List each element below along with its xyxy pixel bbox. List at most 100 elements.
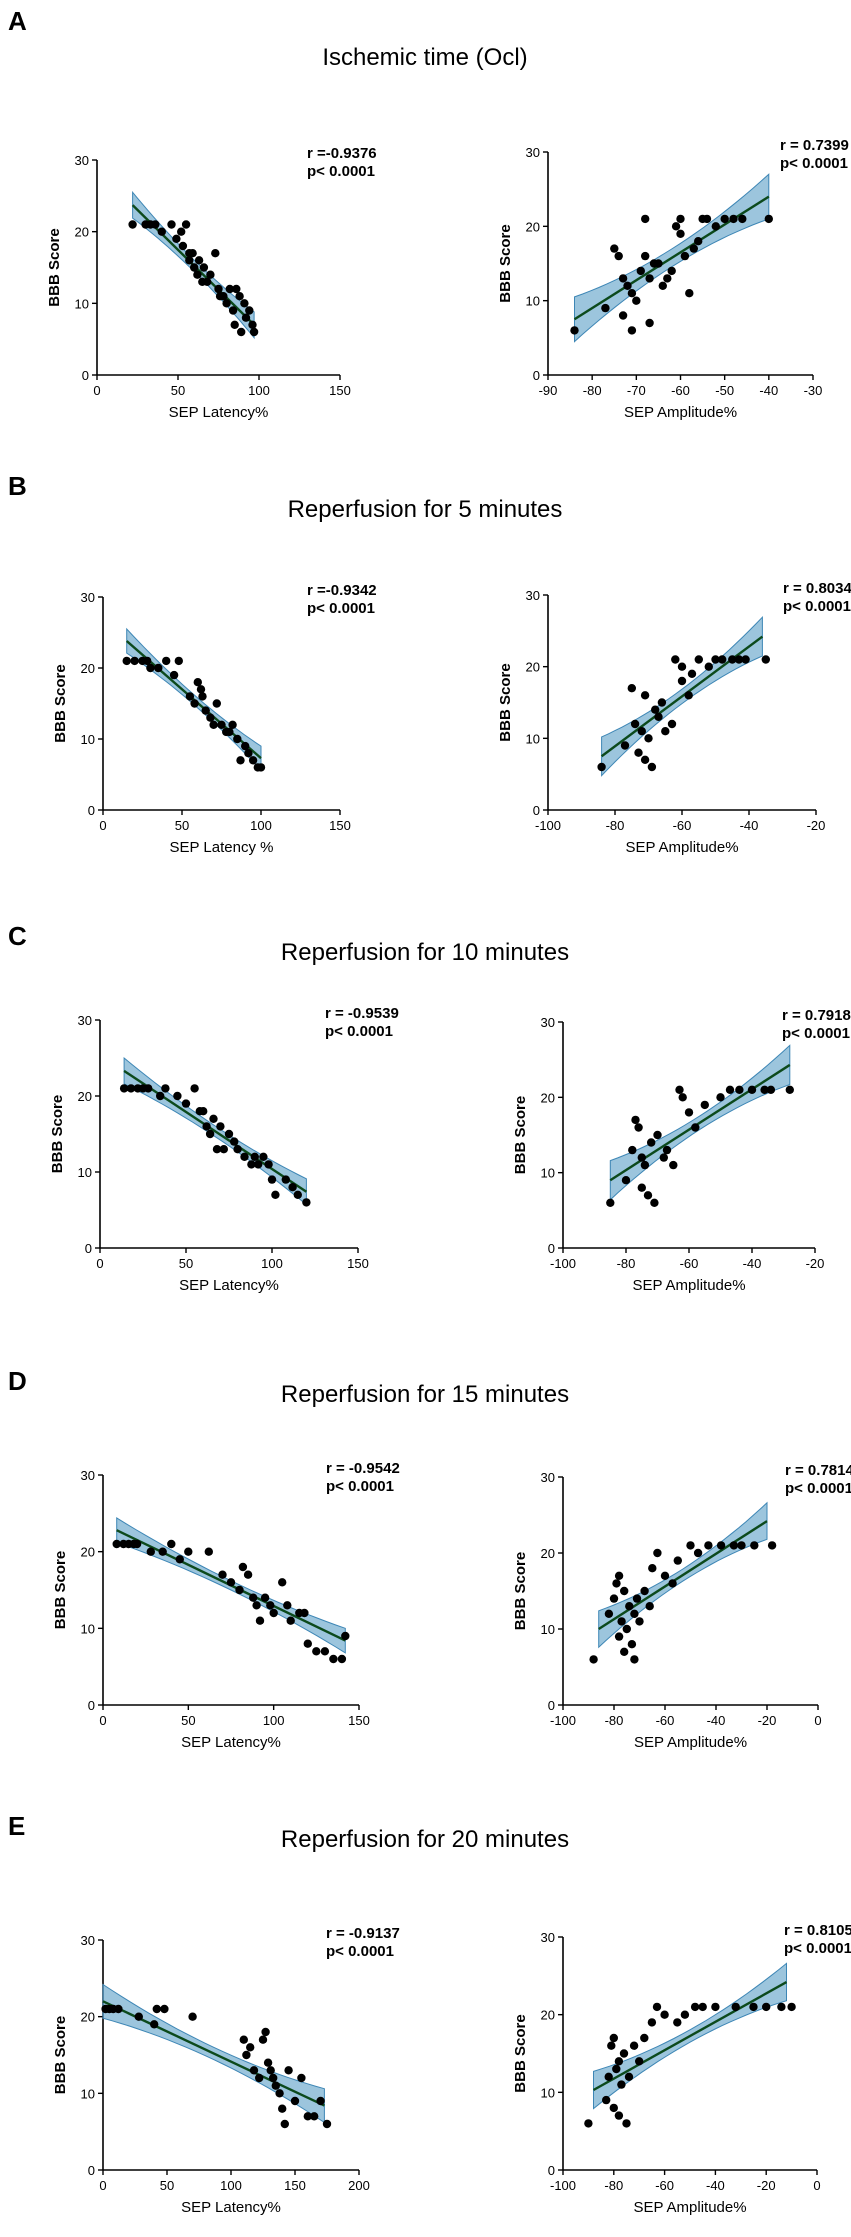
data-point [236, 756, 245, 765]
data-point [248, 320, 257, 329]
data-point [589, 1655, 598, 1664]
data-point [678, 1093, 687, 1102]
x-tick-label: 50 [179, 1256, 193, 1271]
y-axis-label: BBB Score [52, 2016, 69, 2094]
panel-title: Ischemic time (Ocl) [322, 44, 527, 71]
data-point [711, 2002, 720, 2012]
data-point [612, 1579, 621, 1588]
data-point [669, 1160, 678, 1170]
data-point [190, 263, 199, 272]
data-point [175, 1555, 184, 1564]
data-point [668, 1579, 677, 1588]
data-point [134, 2012, 143, 2021]
panel-title: Reperfusion for 5 minutes [288, 496, 563, 523]
stat-r-value: r =-0.9342 [307, 582, 377, 599]
panel-letter: D [8, 1366, 27, 1396]
data-point [302, 1198, 311, 1207]
y-tick-label: 10 [81, 2086, 95, 2101]
data-point [662, 1145, 672, 1155]
data-point [734, 655, 744, 664]
data-point [154, 663, 163, 673]
data-point [677, 662, 687, 671]
y-tick-label: 30 [81, 590, 95, 605]
x-axis-label: SEP Latency% [181, 1734, 281, 1751]
scatter-plot-amplitude: 0 10 20 30 -100 -80 -60 -40 -20 0 SEP Amplitude% BB… [512, 1922, 851, 2216]
x-tick-label: -20 [807, 818, 826, 833]
scatter-plot-latency: 0 10 20 30 0 50 100 150 SEP Latency% BBB Score r =… [49, 1005, 399, 1294]
x-axis-label: SEP Latency% [179, 1277, 279, 1294]
stat-p-value: p< 0.0001 [783, 598, 851, 615]
stat-p-value: p< 0.0001 [782, 1025, 850, 1042]
data-point [341, 1631, 350, 1641]
y-axis-label: BBB Score [497, 224, 514, 302]
stat-r-value: r =-0.9376 [307, 145, 377, 162]
stat-p-value: p< 0.0001 [307, 600, 375, 617]
data-point [711, 222, 720, 231]
y-tick-label: 30 [81, 1933, 95, 1948]
scatter-plot-latency: 0 10 20 30 0 50 100 150 SEP Latency% BBB Score r =… [46, 145, 377, 421]
data-point [194, 256, 204, 265]
data-point [249, 1593, 258, 1602]
data-point [238, 1562, 248, 1572]
data-point [230, 320, 239, 329]
data-point [128, 220, 137, 229]
data-point [275, 2089, 284, 2098]
data-point [169, 670, 179, 680]
data-point [767, 1541, 777, 1550]
y-tick-label: 20 [541, 1546, 555, 1561]
x-tick-label: 0 [93, 383, 100, 398]
data-point [637, 1153, 646, 1162]
data-point [760, 1085, 769, 1095]
x-axis-label: SEP Latency% [181, 2199, 281, 2216]
x-tick-label: -40 [759, 383, 778, 398]
data-point [151, 220, 160, 229]
y-axis-label: BBB Score [512, 1096, 529, 1174]
data-point [173, 1091, 182, 1101]
x-tick-label: -30 [804, 383, 823, 398]
data-point [143, 656, 152, 666]
data-point [622, 1624, 631, 1634]
data-point [181, 220, 191, 229]
data-point [629, 2041, 639, 2050]
panel-title: Reperfusion for 20 minutes [281, 1826, 569, 1853]
scatter-plot-latency: 0 10 20 30 0 50 100 150 200 SEP Latency% BBB Score… [52, 1925, 400, 2216]
data-point [690, 2002, 700, 2012]
data-point [640, 2033, 649, 2043]
data-point [749, 2002, 758, 2012]
x-tick-label: 50 [175, 818, 189, 833]
x-tick-label: 50 [181, 1713, 195, 1728]
x-axis-label: SEP Latency% [169, 404, 269, 421]
x-tick-label: 200 [348, 2178, 370, 2193]
data-point [167, 220, 176, 229]
y-axis-label: BBB Score [49, 1095, 66, 1173]
y-tick-label: 0 [548, 1698, 555, 1713]
data-point [224, 1129, 234, 1139]
data-point [244, 749, 253, 758]
data-point [661, 727, 670, 736]
data-point [609, 2033, 618, 2043]
panel-title: Reperfusion for 10 minutes [281, 939, 569, 966]
stat-r-value: r = -0.9539 [325, 1005, 399, 1022]
data-point [198, 692, 207, 701]
y-tick-label: 0 [548, 2163, 555, 2178]
data-point [199, 263, 209, 272]
regression-line [598, 1520, 768, 1631]
data-point [654, 259, 663, 268]
data-point [618, 274, 628, 283]
data-point [644, 734, 653, 743]
data-point [122, 656, 131, 666]
data-point [700, 1100, 709, 1110]
y-tick-label: 0 [88, 803, 95, 818]
y-tick-label: 30 [81, 1468, 95, 1483]
data-point [167, 1539, 176, 1549]
data-point [271, 1190, 280, 1200]
y-tick-label: 20 [81, 2010, 95, 2025]
data-point [211, 249, 220, 258]
data-point [190, 1084, 199, 1093]
data-point [263, 2058, 273, 2067]
data-point [204, 1547, 213, 1556]
data-point [152, 2004, 161, 2014]
stat-r-value: r = -0.9542 [326, 1460, 400, 1477]
